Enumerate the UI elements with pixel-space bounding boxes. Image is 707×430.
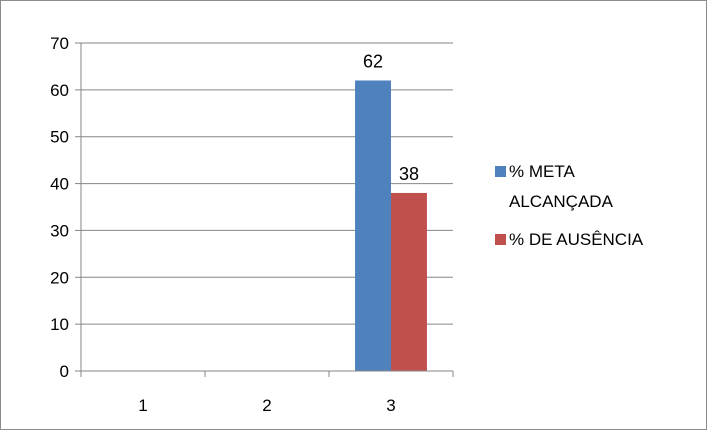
x-tick-label: 1 — [138, 396, 147, 415]
legend-swatch — [495, 234, 506, 245]
bar — [355, 80, 391, 371]
legend-label: % DE AUSÊNCIA — [509, 230, 644, 249]
y-tick-label: 10 — [50, 315, 69, 334]
y-tick-label: 0 — [60, 362, 69, 381]
data-labels: 62 38 — [363, 51, 419, 183]
bars — [355, 80, 427, 371]
y-tick-label: 40 — [50, 175, 69, 194]
y-tick-label: 20 — [50, 268, 69, 287]
legend-swatch — [495, 166, 506, 177]
x-tick-label: 2 — [262, 396, 271, 415]
y-axis: 0 10 20 30 40 50 60 70 — [50, 34, 82, 381]
y-tick-label: 50 — [50, 128, 69, 147]
data-label: 38 — [399, 164, 419, 184]
x-axis: 1 2 3 — [80, 370, 454, 415]
bar — [391, 192, 427, 371]
legend: % META ALCANÇADA % DE AUSÊNCIA — [495, 162, 644, 249]
legend-label: ALCANÇADA — [509, 192, 614, 211]
y-tick-label: 30 — [50, 221, 69, 240]
x-tick-label: 3 — [386, 396, 395, 415]
data-label: 62 — [363, 51, 383, 71]
y-tick-label: 70 — [50, 34, 69, 53]
legend-label: % META — [509, 162, 575, 181]
y-tick-label: 60 — [50, 81, 69, 100]
